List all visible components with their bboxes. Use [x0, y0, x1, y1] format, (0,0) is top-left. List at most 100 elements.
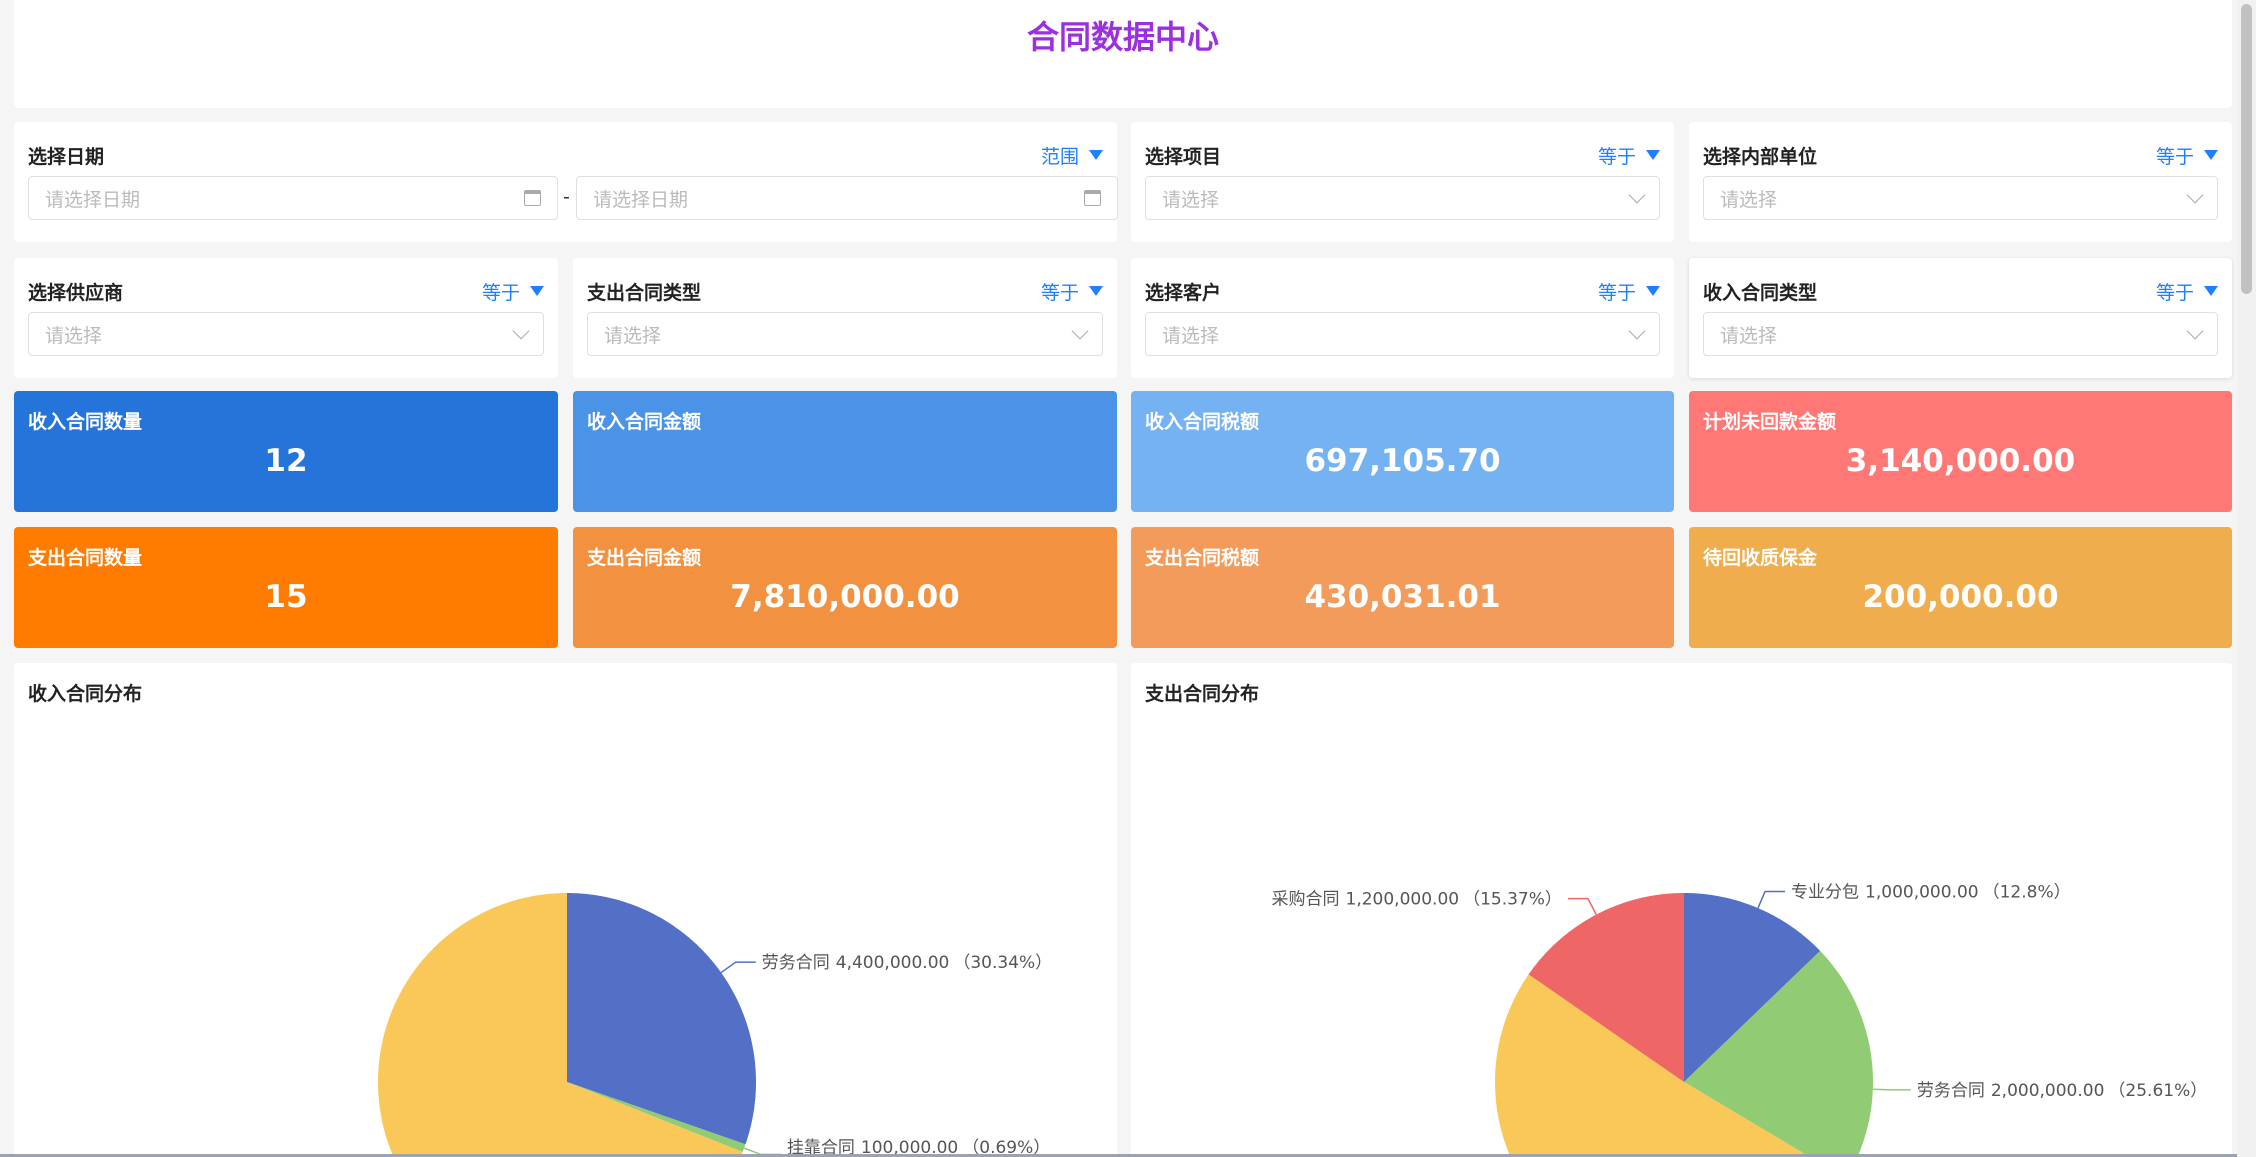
supplier-select[interactable]: 请选择 — [28, 312, 544, 356]
slice-percent-close: ） — [1035, 953, 1052, 973]
stat-label: 收入合同税额 — [1145, 411, 1260, 433]
stat-label: 收入合同金额 — [587, 411, 702, 433]
slice-name: 采购合同 — [1272, 890, 1340, 910]
pie-slice[interactable] — [1495, 974, 1810, 1157]
expense-distribution-card: 支出合同分布 专业分包 1,000,000.00 （12.8%） 劳务合同 2,000,… — [1131, 663, 2232, 1157]
operator-dropdown[interactable]: 等于 — [2156, 278, 2218, 305]
filter-label: 支出合同类型 — [587, 281, 702, 304]
placeholder: 请选择 — [45, 324, 103, 347]
slice-percent-close: ） — [2190, 1081, 2207, 1101]
operator-dropdown[interactable]: 等于 — [2156, 142, 2218, 169]
expense-type-select[interactable]: 请选择 — [587, 312, 1103, 356]
slice-value: 100,000.00 — [861, 1138, 958, 1157]
slice-percent-open: （ — [2108, 1081, 2125, 1101]
operator-dropdown[interactable]: 等于 — [1598, 278, 1660, 305]
filter-label: 选择日期 — [28, 145, 105, 168]
stat-card: 收入合同金额 — [573, 391, 1117, 512]
start-date-input[interactable]: 请选择日期 — [28, 176, 558, 220]
pie-slice[interactable] — [1684, 950, 1873, 1157]
filter-date: 选择日期 范围 请选择日期 - 请选择日期 — [14, 122, 1118, 242]
filter-label: 选择供应商 — [28, 281, 124, 304]
caret-down-icon — [2204, 150, 2218, 160]
operator-label: 等于 — [2155, 281, 2194, 304]
operator-label: 等于 — [1597, 281, 1636, 304]
filter-expense-contract-type: 支出合同类型 等于 请选择 — [573, 258, 1117, 378]
stat-label: 支出合同金额 — [587, 547, 702, 569]
filter-label: 选择项目 — [1145, 145, 1222, 168]
slice-percent-close: ） — [2054, 883, 2071, 903]
caret-down-icon — [1089, 286, 1103, 296]
pie-slice[interactable] — [567, 893, 756, 1145]
operator-label: 等于 — [1040, 281, 1079, 304]
filter-income-contract-type: 收入合同类型 等于 请选择 — [1689, 258, 2232, 378]
internal-unit-select[interactable]: 请选择 — [1703, 176, 2218, 220]
slice-percent: 12.8% — [2000, 883, 2054, 903]
stat-card: 待回收质保金 200,000.00 — [1689, 527, 2232, 648]
filter-project: 选择项目 等于 请选择 — [1131, 122, 1674, 242]
pie-slice[interactable] — [567, 1082, 746, 1152]
chevron-down-icon — [1628, 186, 1646, 204]
stat-card: 收入合同数量 12 — [14, 391, 558, 512]
caret-down-icon — [1089, 150, 1103, 160]
label-leader-line — [720, 961, 756, 974]
operator-dropdown[interactable]: 范围 — [1041, 142, 1103, 169]
operator-label: 等于 — [1597, 145, 1636, 168]
caret-down-icon — [2204, 286, 2218, 296]
slice-percent-open: （ — [1983, 883, 2000, 903]
slice-label: 采购合同 1,200,000.00 （15.37%） — [1272, 890, 1562, 910]
caret-down-icon — [1646, 150, 1660, 160]
slice-label: 劳务合同 2,000,000.00 （25.61%） — [1917, 1081, 2207, 1101]
stat-value: 12 — [264, 443, 308, 479]
slice-label: 挂靠合同 100,000.00 （0.69%） — [787, 1138, 1050, 1157]
vertical-scrollbar[interactable] — [2237, 0, 2256, 1157]
label-leader-line — [1872, 1088, 1911, 1091]
operator-dropdown[interactable]: 等于 — [482, 278, 544, 305]
scrollbar-thumb[interactable] — [2241, 4, 2252, 294]
chevron-down-icon — [1071, 322, 1089, 340]
chevron-down-icon — [512, 322, 530, 340]
slice-percent: 25.61% — [2125, 1081, 2190, 1101]
stat-label: 待回收质保金 — [1703, 547, 1818, 569]
slice-name: 劳务合同 — [762, 953, 830, 973]
chevron-down-icon — [1628, 322, 1646, 340]
placeholder: 请选择 — [1162, 188, 1220, 211]
stat-value: 200,000.00 — [1862, 579, 2059, 615]
customer-select[interactable]: 请选择 — [1145, 312, 1660, 356]
stat-card: 计划未回款金额 3,140,000.00 — [1689, 391, 2232, 512]
slice-value: 2,000,000.00 — [1991, 1081, 2105, 1101]
chevron-down-icon — [2186, 322, 2204, 340]
operator-dropdown[interactable]: 等于 — [1598, 142, 1660, 169]
slice-label: 劳务合同 4,400,000.00 （30.34%） — [762, 953, 1052, 973]
stat-card: 支出合同税额 430,031.01 — [1131, 527, 1674, 648]
pie-slice[interactable] — [1528, 893, 1684, 1082]
placeholder: 请选择 — [1162, 324, 1220, 347]
filter-label: 选择客户 — [1145, 281, 1222, 304]
placeholder: 请选择日期 — [45, 188, 141, 211]
header-card: 合同数据中心 — [14, 0, 2232, 108]
stat-value: 3,140,000.00 — [1845, 443, 2076, 479]
project-select[interactable]: 请选择 — [1145, 176, 1660, 220]
slice-percent: 0.69% — [979, 1138, 1033, 1157]
stat-label: 计划未回款金额 — [1703, 411, 1837, 433]
operator-dropdown[interactable]: 等于 — [1041, 278, 1103, 305]
operator-label: 等于 — [2155, 145, 2194, 168]
chevron-down-icon — [2186, 186, 2204, 204]
stat-label: 支出合同税额 — [1145, 547, 1260, 569]
slice-value: 1,000,000.00 — [1865, 883, 1979, 903]
calendar-icon — [1084, 190, 1101, 206]
slice-percent-close: ） — [1033, 1138, 1050, 1157]
slice-percent-close: ） — [1545, 890, 1562, 910]
page-title: 合同数据中心 — [1026, 18, 1219, 56]
label-leader-line — [1567, 897, 1597, 915]
pie-slice[interactable] — [1684, 893, 1821, 1082]
slice-name: 专业分包 — [1791, 883, 1859, 903]
calendar-icon — [524, 190, 541, 206]
window-bottom-edge — [0, 1154, 2237, 1157]
end-date-input[interactable]: 请选择日期 — [576, 176, 1118, 220]
income-type-select[interactable]: 请选择 — [1703, 312, 2218, 356]
slice-percent: 30.34% — [970, 953, 1035, 973]
pie-slice[interactable] — [378, 893, 743, 1157]
placeholder: 请选择日期 — [593, 188, 689, 211]
slice-percent-open: （ — [962, 1138, 979, 1157]
slice-percent-open: （ — [1463, 890, 1480, 910]
